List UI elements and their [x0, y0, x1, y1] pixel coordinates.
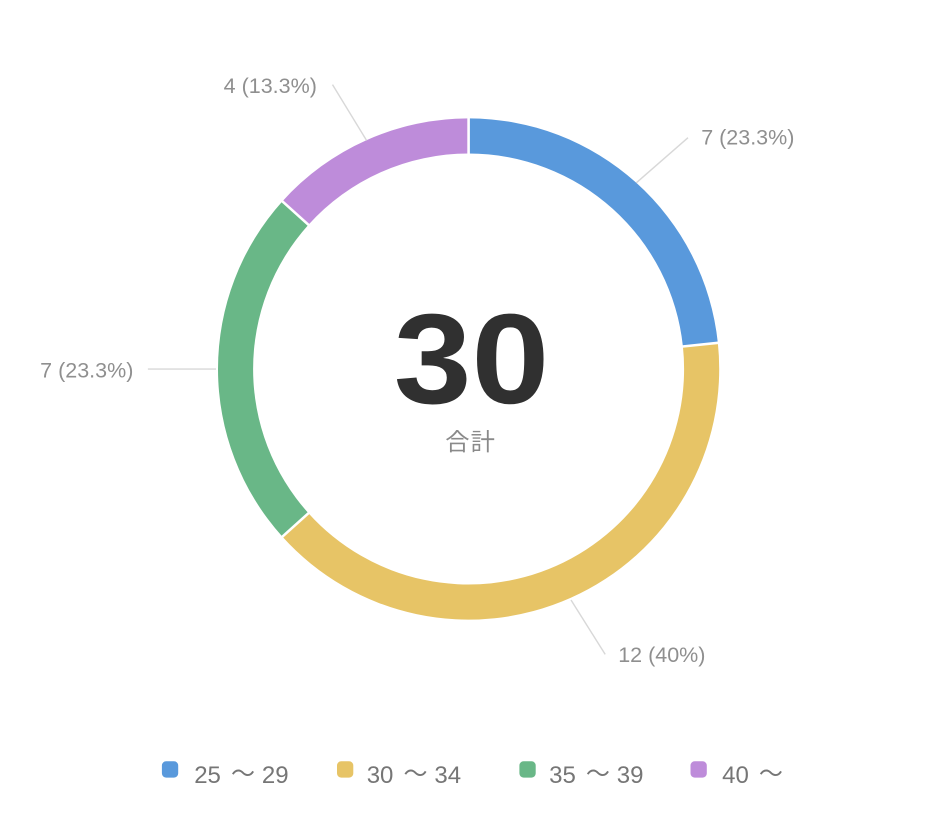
svg-text:39: 39	[617, 762, 644, 789]
svg-text:7 (23.3%): 7 (23.3%)	[40, 358, 133, 382]
svg-text:40: 40	[722, 762, 749, 789]
svg-text:12 (40%): 12 (40%)	[618, 643, 705, 667]
svg-text:30: 30	[394, 288, 550, 431]
svg-text:30: 30	[367, 762, 394, 789]
svg-text:7 (23.3%): 7 (23.3%)	[701, 126, 794, 150]
svg-text:25: 25	[194, 762, 221, 789]
svg-text:29: 29	[262, 762, 289, 789]
svg-text:34: 34	[434, 762, 461, 789]
svg-text:35: 35	[549, 762, 576, 789]
svg-text:4 (13.3%): 4 (13.3%)	[224, 74, 317, 98]
